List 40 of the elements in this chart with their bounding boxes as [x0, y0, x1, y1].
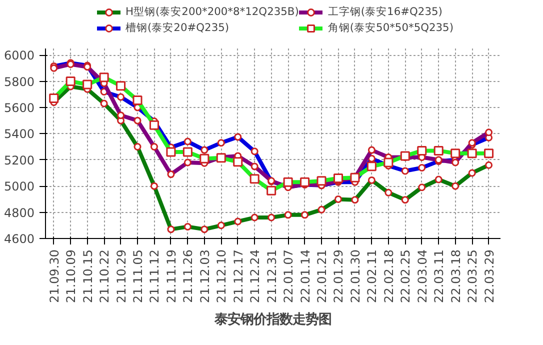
x-tick-label: 21.12.17 — [231, 250, 246, 303]
x-tick-label: 22.01.21 — [315, 250, 330, 303]
x-tick-label: 21.12.24 — [248, 250, 262, 303]
y-tick-label: 4800 — [4, 206, 35, 220]
x-tick-label: 21.11.19 — [164, 250, 178, 303]
x-tick-label: 22.03.04 — [415, 250, 430, 303]
legend-label: 槽钢(泰安20#Q235) — [126, 21, 230, 35]
x-tick-label: 21.10.09 — [64, 250, 78, 303]
x-tick-label: 21.10.29 — [114, 250, 128, 303]
x-tick-label: 22.03.25 — [466, 250, 480, 303]
x-tick-label: 22.02.18 — [382, 250, 396, 303]
y-tick-label: 5200 — [4, 153, 35, 168]
x-tick-label: 21.10.15 — [80, 250, 95, 303]
y-tick-label: 5400 — [4, 127, 35, 142]
x-tick-label: 22.01.30 — [348, 250, 362, 303]
y-tick-label: 6000 — [4, 48, 35, 63]
x-tick-label: 22.02.11 — [365, 250, 380, 303]
x-tick-label: 22.01.14 — [298, 250, 312, 303]
y-tick-label: 4600 — [4, 232, 35, 246]
y-tick-label: 5000 — [4, 180, 35, 194]
x-tick-label: 21.11.12 — [148, 250, 162, 303]
x-tick-label: 21.12.31 — [264, 250, 279, 303]
x-tick-label: 22.01.07 — [282, 250, 296, 303]
x-tick-label: 21.11.05 — [131, 250, 146, 303]
x-tick-label: 22.02.25 — [398, 250, 413, 303]
legend-label: H型钢(泰安200*200*8*12Q235B) — [126, 5, 299, 19]
legend-label: 角钢(泰安50*50*5Q235) — [328, 21, 454, 35]
x-tick-label: 22.01.29 — [332, 250, 346, 303]
x-tick-label: 21.09.30 — [47, 250, 62, 303]
x-tick-label: 21.10.22 — [98, 250, 112, 303]
y-tick-label: 5600 — [4, 100, 35, 115]
text: 泰安钢价指数走势图 — [214, 312, 332, 328]
y-tick-label: 5800 — [4, 74, 35, 89]
x-tick-label: 22.03.29 — [482, 250, 496, 303]
x-tick-label: 21.12.03 — [198, 250, 212, 303]
x-tick-label: 21.12.10 — [214, 250, 229, 303]
x-tick-label: 22.03.18 — [448, 250, 463, 303]
legend-label: 工字钢(泰安16#Q235) — [328, 5, 442, 19]
x-tick-label: 22.03.11 — [432, 250, 446, 303]
x-tick-label: 21.11.26 — [181, 250, 196, 303]
